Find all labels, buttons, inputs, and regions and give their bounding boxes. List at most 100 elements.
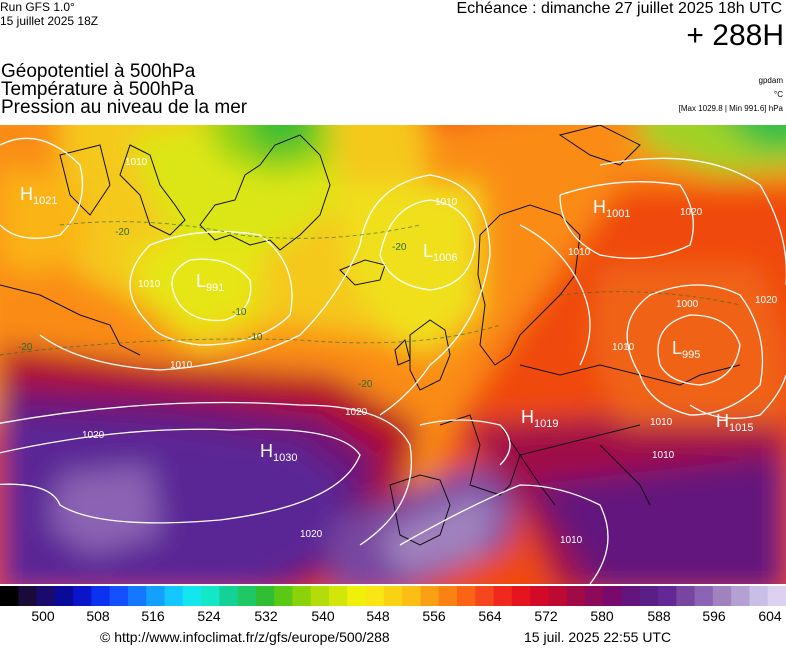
scale-tick-label: 540 (311, 608, 335, 624)
scale-tick-label: 556 (422, 608, 446, 624)
scale-tick-label: 604 (758, 608, 782, 624)
color-swatch (566, 586, 586, 606)
temperature-isotherms (0, 221, 741, 356)
temperature-label: -20 (392, 242, 407, 253)
unit-temperature: °C (774, 90, 783, 99)
color-swatch (36, 586, 56, 606)
color-scale (0, 586, 786, 606)
color-swatch (621, 586, 641, 606)
isobar-labels: 1010 1010 1010 1020 1020 1010 1000 1010 1020 1010… (82, 157, 778, 546)
color-swatch (438, 586, 458, 606)
weather-map: H1021 L991 L1006 H1001 L995 H1030 H1019 H1015 1… (0, 125, 786, 584)
isobar-label: 1020 (755, 295, 778, 306)
field-geopotential: Géopotentiel à 500hPa (1, 61, 196, 82)
source-link[interactable]: © http://www.infoclimat.fr/z/gfs/europe/… (100, 629, 390, 645)
isobar-label: 1010 (652, 450, 675, 461)
color-scale-ticks: 500 508 516 524 532 540 548 556 564 572 580 588 596 6… (0, 608, 786, 628)
pressure-center-h: H1030 (260, 441, 297, 464)
color-swatch (475, 586, 495, 606)
color-swatch (329, 586, 348, 606)
scale-tick-label: 548 (366, 608, 390, 624)
color-swatch (274, 586, 294, 606)
footer: © http://www.infoclimat.fr/z/gfs/europe/… (100, 629, 700, 645)
color-swatch (237, 586, 257, 606)
color-swatch (548, 586, 568, 606)
temperature-label: -20 (358, 379, 373, 390)
color-swatch (712, 586, 732, 606)
pressure-centers: H1021 L991 L1006 H1001 L995 H1030 H1019 H1015 (20, 184, 753, 464)
color-swatch (402, 586, 422, 606)
pressure-range: [Max 1029.8 | Min 991.6] hPa (678, 104, 783, 113)
isobar-label: 1000 (676, 299, 699, 310)
scale-tick-label: 524 (197, 608, 221, 624)
color-swatch (639, 586, 659, 606)
color-swatch (127, 586, 147, 606)
color-swatch (109, 586, 129, 606)
scale-tick-label: 572 (534, 608, 558, 624)
run-model: Run GFS 1.0° (0, 0, 75, 14)
generated-date: 15 juil. 2025 22:55 UTC (524, 629, 672, 645)
isobar-label: 1020 (300, 529, 323, 540)
color-swatch (511, 586, 531, 606)
isobar-label: 1020 (680, 207, 703, 218)
pressure-center-l: L995 (672, 338, 700, 361)
color-swatch (54, 586, 74, 606)
temperature-label: -20 (115, 227, 130, 238)
pressure-center-h: H1001 (593, 197, 630, 220)
geopotential-fill (0, 125, 786, 584)
scale-tick-label: 508 (86, 608, 110, 624)
temperature-label: -10 (248, 332, 263, 343)
isobars (0, 137, 786, 584)
color-swatch (182, 586, 202, 606)
color-swatch (694, 586, 714, 606)
color-swatch (73, 586, 92, 606)
pressure-center-h: H1019 (521, 407, 558, 430)
color-swatch (530, 586, 549, 606)
isobar-label: 1010 (560, 535, 583, 546)
color-swatch (731, 586, 751, 606)
isobar-label: 1010 (435, 197, 458, 208)
color-swatch (292, 586, 312, 606)
isobar-label: 1010 (612, 342, 635, 353)
color-swatch (219, 586, 239, 606)
pressure-center-l: L991 (196, 271, 224, 294)
run-info: Run GFS 1.0° 15 juillet 2025 18Z (0, 0, 98, 28)
scale-tick-label: 580 (590, 608, 614, 624)
color-swatch (18, 586, 38, 606)
pressure-center-l: L1006 (423, 241, 458, 264)
isobar-label: 1020 (82, 430, 105, 441)
color-swatch (164, 586, 184, 606)
isobar-label: 1010 (650, 417, 673, 428)
color-swatch (420, 586, 440, 606)
isobar-label: 1010 (125, 157, 148, 168)
pressure-center-h: H1015 (716, 411, 753, 434)
isobar-label: 1010 (568, 247, 591, 258)
color-swatch (456, 586, 476, 606)
field-pressure: Pression au niveau de la mer (1, 97, 248, 118)
color-swatch (347, 586, 367, 606)
color-swatch (584, 586, 604, 606)
color-swatch (201, 586, 220, 606)
forecast-lead-time: + 288H (686, 19, 784, 52)
scale-tick-label: 500 (31, 608, 55, 624)
scale-tick-label: 588 (647, 608, 671, 624)
scale-tick-label: 516 (141, 608, 165, 624)
field-titles: Géopotentiel à 500hPa Température à 500h… (1, 61, 248, 118)
field-temperature: Température à 500hPa (1, 79, 195, 100)
forecast-valid-time: Echéance : dimanche 27 juillet 2025 18h … (456, 0, 782, 17)
color-swatch (749, 586, 769, 606)
color-swatch (383, 586, 403, 606)
scale-tick-label: 564 (478, 608, 502, 624)
color-swatch (676, 586, 696, 606)
color-swatch (767, 586, 786, 606)
isobar-label: 1020 (345, 407, 368, 418)
color-swatch (365, 586, 385, 606)
isobar-label: 1010 (170, 360, 193, 371)
color-swatch (255, 586, 275, 606)
temperature-labels: -20 -10 -10 -20 -20 -20 (18, 227, 407, 390)
coastlines (0, 125, 741, 546)
scale-tick-label: 532 (254, 608, 278, 624)
temperature-label: -20 (18, 342, 33, 353)
color-swatch (91, 586, 111, 606)
color-swatch (0, 586, 19, 606)
